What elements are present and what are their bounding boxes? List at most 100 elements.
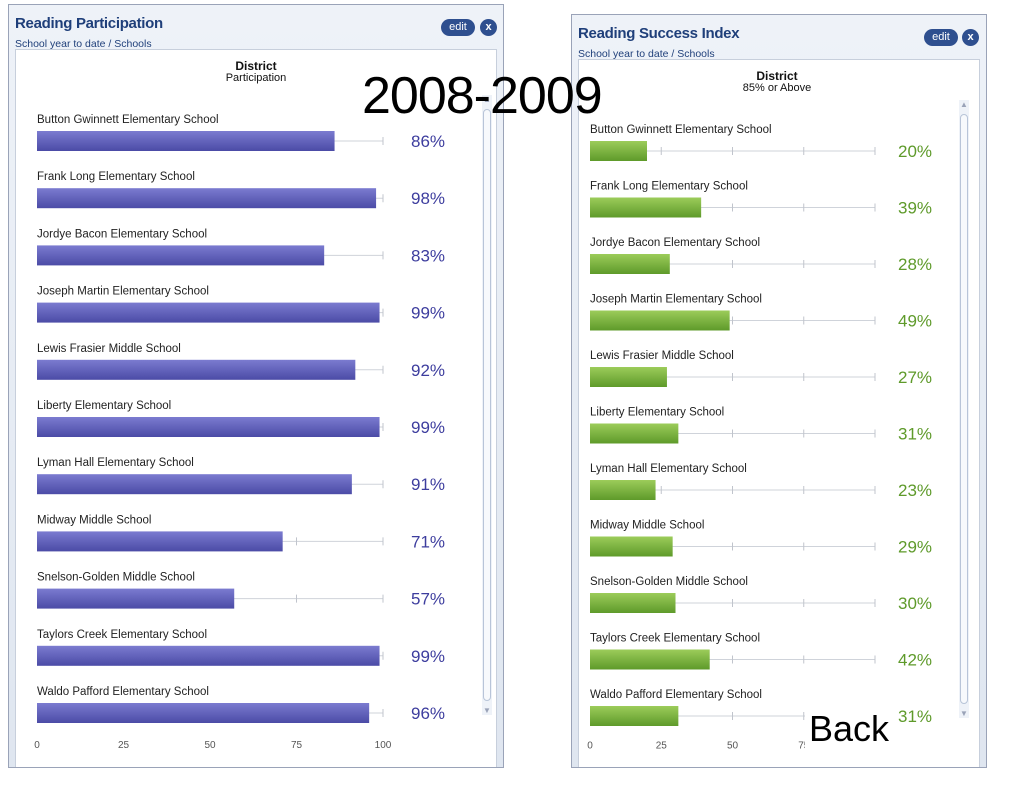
value-label: 39% — [898, 199, 932, 218]
value-label: 99% — [411, 304, 445, 323]
scrollbar[interactable]: ▲ ▼ — [482, 95, 492, 715]
x-tick-label: 75 — [291, 740, 303, 751]
value-label: 27% — [898, 368, 932, 387]
panel-header: Reading Success Index School year to dat… — [572, 15, 986, 60]
success-index-bar-chart: Button Gwinnett Elementary School 20% Fran… — [587, 124, 932, 752]
category-label: Button Gwinnett Elementary School — [590, 124, 772, 136]
panel-subtitle: School year to date / Schools — [578, 48, 715, 60]
chart-row: Jordye Bacon Elementary School 83% — [37, 228, 445, 266]
value-label: 23% — [898, 481, 932, 500]
x-tick-label: 50 — [204, 740, 216, 751]
column-header: District 85% or Above — [737, 70, 817, 94]
left-edge-fragment — [0, 0, 4, 768]
chart-row: Lewis Frasier Middle School 92% — [37, 343, 445, 380]
value-label: 57% — [411, 590, 445, 609]
chart-row: Button Gwinnett Elementary School 86% — [37, 114, 445, 151]
value-label: 49% — [898, 312, 932, 331]
chart-row: Frank Long Elementary School 98% — [37, 171, 445, 209]
scroll-up-arrow-icon[interactable]: ▲ — [960, 100, 968, 109]
bar — [37, 531, 283, 552]
x-tick-label: 100 — [375, 740, 392, 751]
bar — [590, 480, 656, 500]
participation-bar-chart: Button Gwinnett Elementary School 86% Fran… — [34, 114, 445, 751]
bar — [590, 593, 676, 613]
bar — [37, 359, 356, 380]
column-title: District — [756, 69, 798, 83]
x-tick-label: 0 — [587, 741, 593, 752]
value-label: 91% — [411, 475, 445, 494]
value-label: 71% — [411, 532, 445, 551]
scrollbar[interactable]: ▲ ▼ — [959, 100, 969, 718]
panel-body: District 85% or Above Button Gwinnett El… — [578, 59, 980, 767]
category-label: Waldo Pafford Elementary School — [590, 689, 762, 701]
bar — [590, 649, 710, 670]
bar — [37, 645, 380, 666]
value-label: 99% — [411, 647, 445, 666]
scroll-up-arrow-icon[interactable]: ▲ — [483, 95, 491, 104]
category-label: Liberty Elementary School — [590, 407, 724, 419]
chart-row: Midway Middle School 71% — [37, 514, 445, 552]
close-icon[interactable]: x — [962, 29, 979, 46]
category-label: Snelson-Golden Middle School — [590, 576, 748, 588]
x-tick-label: 25 — [656, 741, 668, 752]
edit-button[interactable]: edit — [441, 19, 475, 36]
value-label: 42% — [898, 651, 932, 670]
reading-success-index-panel: Reading Success Index School year to dat… — [571, 14, 987, 768]
chart-row: Liberty Elementary School 99% — [37, 400, 445, 437]
scroll-down-arrow-icon[interactable]: ▼ — [960, 709, 968, 718]
category-label: Jordye Bacon Elementary School — [37, 228, 207, 240]
chart-row: Waldo Pafford Elementary School 96% — [37, 686, 445, 723]
category-label: Lyman Hall Elementary School — [37, 457, 194, 469]
column-subtitle: 85% or Above — [742, 82, 812, 94]
close-icon[interactable]: x — [480, 19, 497, 36]
bar — [590, 197, 702, 218]
chart-row: Lyman Hall Elementary School 23% — [590, 463, 932, 500]
category-label: Taylors Creek Elementary School — [37, 629, 207, 641]
back-link[interactable]: Back — [805, 708, 894, 750]
category-label: Waldo Pafford Elementary School — [37, 686, 209, 698]
bar — [590, 141, 647, 161]
x-tick-label: 0 — [34, 740, 40, 751]
scroll-down-arrow-icon[interactable]: ▼ — [483, 706, 491, 715]
bar — [590, 367, 667, 387]
category-label: Joseph Martin Elementary School — [37, 286, 209, 298]
panel-title: Reading Success Index — [578, 25, 740, 42]
category-label: Joseph Martin Elementary School — [590, 294, 762, 306]
bar — [37, 474, 352, 495]
panel-body: District Participation Button Gwinnett E… — [15, 49, 497, 767]
panel-header: Reading Participation School year to dat… — [9, 5, 503, 50]
chart-row: Taylors Creek Elementary School 99% — [37, 629, 445, 666]
bar — [37, 417, 380, 437]
chart-row: Taylors Creek Elementary School 42% — [590, 633, 932, 670]
x-tick-label: 50 — [727, 741, 739, 752]
reading-participation-panel: Reading Participation School year to dat… — [8, 4, 504, 768]
chart-row: Snelson-Golden Middle School 30% — [590, 576, 932, 613]
x-tick-label: 25 — [118, 740, 130, 751]
bar — [37, 188, 377, 209]
category-label: Snelson-Golden Middle School — [37, 572, 195, 584]
panel-title: Reading Participation — [15, 15, 163, 32]
category-label: Taylors Creek Elementary School — [590, 633, 760, 645]
category-label: Midway Middle School — [37, 514, 151, 526]
category-label: Liberty Elementary School — [37, 400, 171, 412]
bar — [590, 254, 670, 274]
value-label: 96% — [411, 704, 445, 723]
scroll-thumb[interactable] — [483, 109, 491, 701]
column-title: District — [235, 59, 277, 73]
bar — [37, 245, 325, 266]
value-label: 20% — [898, 142, 932, 161]
chart-row: Button Gwinnett Elementary School 20% — [590, 124, 932, 161]
bar — [37, 703, 370, 723]
category-label: Button Gwinnett Elementary School — [37, 114, 219, 126]
category-label: Jordye Bacon Elementary School — [590, 237, 760, 249]
edit-button[interactable]: edit — [924, 29, 958, 46]
bar — [590, 536, 673, 557]
scroll-thumb[interactable] — [960, 114, 968, 704]
category-label: Frank Long Elementary School — [590, 181, 748, 193]
chart-row: Frank Long Elementary School 39% — [590, 181, 932, 218]
category-label: Lewis Frasier Middle School — [590, 350, 734, 362]
category-label: Midway Middle School — [590, 520, 704, 532]
value-label: 98% — [411, 189, 445, 208]
year-heading: 2008-2009 — [362, 67, 603, 125]
chart-row: Lyman Hall Elementary School 91% — [37, 457, 445, 495]
